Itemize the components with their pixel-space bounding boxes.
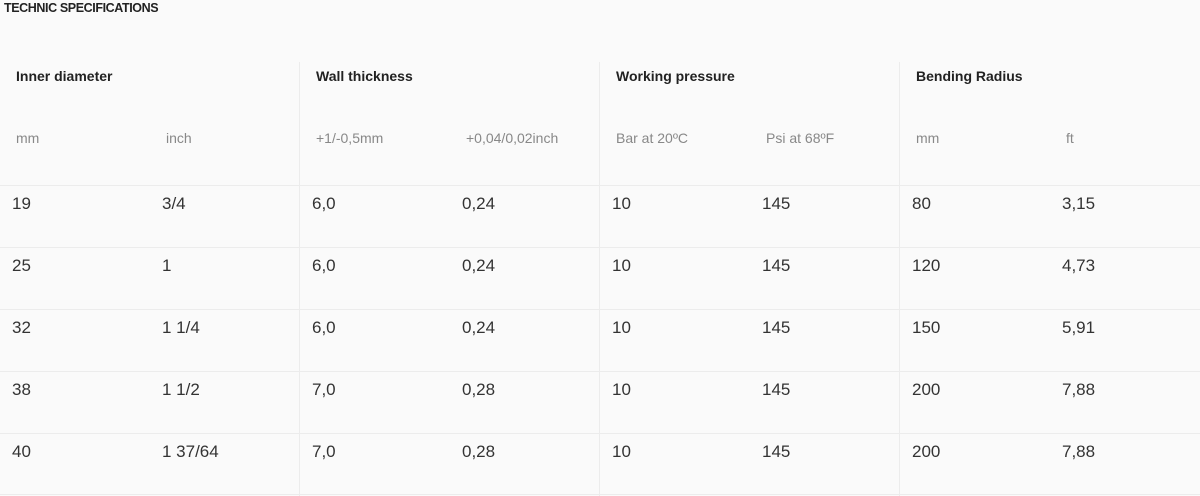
table-cell: 6,0 xyxy=(312,194,336,213)
table-cell: 0,24 xyxy=(462,256,496,275)
row-divider xyxy=(0,433,1200,434)
table-cell: 10 xyxy=(612,256,631,275)
table-cell: 5,91 xyxy=(1062,318,1096,337)
table-cell: 1 37/64 xyxy=(162,442,219,461)
table-cell: 32 xyxy=(12,318,31,337)
table-cell: 200 xyxy=(912,380,941,399)
column-divider xyxy=(899,62,900,496)
unit-label: mm xyxy=(16,130,40,146)
table-cell: 38 xyxy=(12,380,31,399)
header-wall-thickness: Wall thickness xyxy=(316,68,413,84)
header-inner-diameter: Inner diameter xyxy=(16,68,113,84)
table-cell: 0,24 xyxy=(462,318,496,337)
table-cell: 10 xyxy=(612,318,631,337)
unit-label: +1/-0,5mm xyxy=(316,130,384,146)
table-cell: 4,73 xyxy=(1062,256,1096,275)
page-title: TECHNIC SPECIFICATIONS xyxy=(4,1,159,15)
unit-label: Bar at 20ºC xyxy=(616,130,689,146)
table-cell: 10 xyxy=(612,442,631,461)
header-bending-radius: Bending Radius xyxy=(916,68,1023,84)
table-cell: 6,0 xyxy=(312,318,336,337)
table-cell: 7,88 xyxy=(1062,380,1096,399)
column-divider xyxy=(299,62,300,496)
column-divider xyxy=(599,62,600,496)
table-cell: 7,0 xyxy=(312,442,336,461)
unit-label: inch xyxy=(166,130,192,146)
row-divider xyxy=(0,185,1200,186)
header-working-pressure: Working pressure xyxy=(616,68,735,84)
table-cell: 1 xyxy=(162,256,172,275)
row-divider xyxy=(0,247,1200,248)
table-cell: 0,24 xyxy=(462,194,496,213)
table-cell: 0,28 xyxy=(462,442,496,461)
unit-label: +0,04/0,02inch xyxy=(466,130,559,146)
table-cell: 1 1/4 xyxy=(162,318,200,337)
table-cell: 145 xyxy=(762,256,791,275)
unit-label: Psi at 68ºF xyxy=(766,130,835,146)
table-cell: 145 xyxy=(762,318,791,337)
table-cell: 19 xyxy=(12,194,31,213)
table-cell: 200 xyxy=(912,442,941,461)
table-cell: 80 xyxy=(912,194,931,213)
table-cell: 120 xyxy=(912,256,941,275)
table-cell: 0,28 xyxy=(462,380,496,399)
unit-label: mm xyxy=(916,130,940,146)
table-cell: 145 xyxy=(762,194,791,213)
table-cell: 150 xyxy=(912,318,941,337)
table-cell: 7,88 xyxy=(1062,442,1096,461)
row-divider xyxy=(0,309,1200,310)
table-cell: 1 1/2 xyxy=(162,380,200,399)
table-cell: 7,0 xyxy=(312,380,336,399)
table-cell: 25 xyxy=(12,256,31,275)
unit-label: ft xyxy=(1066,130,1074,146)
table-cell: 145 xyxy=(762,380,791,399)
table-cell: 3,15 xyxy=(1062,194,1096,213)
table-cell: 6,0 xyxy=(312,256,336,275)
row-divider xyxy=(0,494,1200,495)
table-cell: 145 xyxy=(762,442,791,461)
table-cell: 10 xyxy=(612,380,631,399)
row-divider xyxy=(0,371,1200,372)
table-cell: 3/4 xyxy=(162,194,186,213)
table-cell: 40 xyxy=(12,442,31,461)
table-cell: 10 xyxy=(612,194,631,213)
